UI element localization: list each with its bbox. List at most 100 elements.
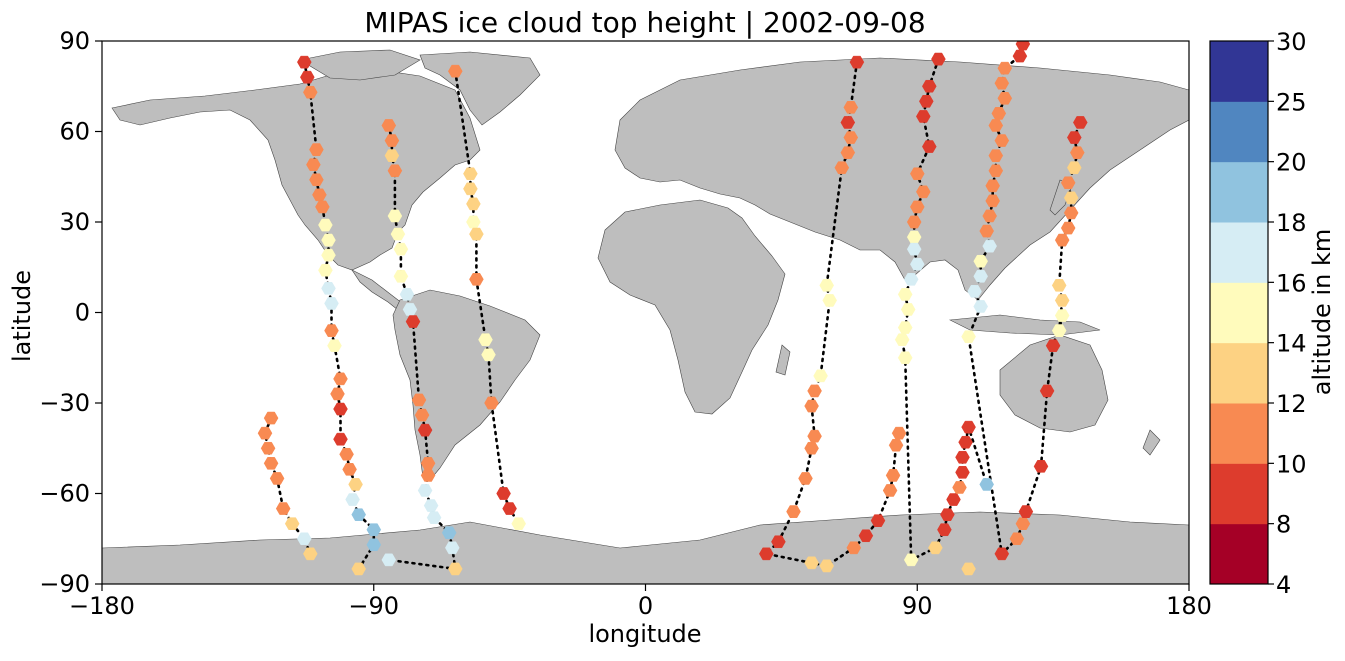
cloud-point	[988, 119, 1004, 132]
cloud-point	[813, 369, 828, 383]
cloud-point	[330, 387, 345, 401]
cloud-point	[982, 239, 997, 253]
cloud-point	[263, 411, 279, 425]
cloud-point	[910, 200, 925, 214]
x-axis: −180 −90 0 90 180	[69, 584, 1212, 620]
cloud-point	[804, 441, 819, 455]
cloud-point	[1063, 206, 1079, 220]
cloud-point	[961, 562, 976, 576]
cloud-point	[988, 149, 1004, 162]
cloud-point	[807, 384, 822, 398]
cloud-point	[985, 179, 1000, 193]
cloud-point	[804, 556, 819, 570]
cloud-point	[297, 532, 312, 546]
cloud-point	[958, 435, 973, 449]
cloud-point	[463, 167, 478, 181]
cloud-point	[916, 110, 931, 123]
cloud-point	[1051, 279, 1067, 292]
colorbar-segment	[1210, 41, 1268, 102]
cloud-point	[997, 61, 1013, 75]
cloud-point	[417, 423, 433, 437]
cloud-point	[339, 447, 354, 461]
cloud-point	[906, 242, 922, 256]
cloud-point	[381, 119, 397, 132]
land-arctic-islands	[299, 49, 421, 81]
cloud-point	[300, 70, 315, 84]
cloud-point	[327, 339, 342, 352]
chart-title: MIPAS ice cloud top height | 2002-09-08	[364, 6, 925, 39]
colorbar-tick-label: 30	[1276, 28, 1307, 56]
cloud-point	[1018, 505, 1034, 518]
cloud-point	[420, 469, 436, 482]
cloud-point	[511, 517, 526, 530]
cloud-point	[849, 55, 865, 69]
x-tick-label: −90	[348, 592, 399, 620]
cloud-point	[922, 79, 937, 93]
cloud-point	[910, 257, 925, 271]
cloud-point	[822, 294, 837, 307]
cloud-point	[321, 233, 336, 247]
cloud-point	[284, 517, 300, 530]
cloud-point	[466, 197, 481, 211]
cloud-point	[903, 273, 919, 286]
cloud-point	[333, 402, 348, 416]
y-axis: −90 −60 −30 0 30 60 90	[39, 27, 102, 598]
cloud-point	[257, 426, 273, 440]
cloud-point	[1060, 176, 1076, 190]
cloud-point	[393, 242, 409, 256]
colorbar-tick-label: 8	[1276, 511, 1291, 539]
land-africa	[597, 199, 786, 415]
cloud-point	[985, 194, 1000, 208]
land-eurasia	[614, 57, 1189, 301]
cloud-point	[994, 134, 1010, 147]
land-new-zealand	[1142, 429, 1161, 456]
cloud-point	[1070, 146, 1085, 159]
colorbar-frame	[1209, 40, 1269, 585]
cloud-point	[321, 248, 336, 262]
y-tick-label: 30	[59, 208, 90, 236]
cloud-point	[333, 432, 348, 446]
cloud-point	[1067, 161, 1082, 175]
cloud-point	[263, 457, 279, 470]
cloud-point	[922, 140, 937, 153]
cloud-point	[309, 143, 324, 156]
cloud-point	[870, 514, 886, 527]
orbit-track-line	[967, 42, 1082, 557]
cloud-point	[260, 441, 276, 455]
cloud-point	[303, 85, 318, 99]
cloud-point	[351, 508, 366, 521]
cloud-point	[399, 288, 415, 301]
colorbar-tick-label: 25	[1276, 88, 1307, 116]
cloud-point	[318, 263, 333, 277]
cloud-point	[469, 227, 484, 241]
cloud-point	[445, 541, 460, 555]
cloud-point	[973, 254, 988, 268]
cloud-point	[994, 547, 1010, 561]
cloud-point	[321, 282, 336, 295]
cloud-point	[387, 164, 403, 178]
cloud-point	[910, 167, 925, 181]
orbit-track-line	[303, 60, 376, 571]
cloud-point	[916, 185, 931, 199]
cloud-point	[1063, 191, 1079, 205]
cloud-point	[928, 541, 943, 555]
cloud-point	[931, 52, 946, 66]
cloud-point	[955, 450, 970, 464]
colorbar-segment	[1210, 222, 1268, 283]
cloud-point	[342, 463, 357, 476]
colorbar-label: altitude in km	[1308, 229, 1336, 396]
y-tick-label: 0	[75, 299, 90, 327]
cloud-point	[894, 333, 910, 346]
cloud-point	[979, 224, 994, 238]
cloud-point	[882, 484, 898, 497]
cloud-point	[269, 472, 285, 485]
cloud-point	[315, 200, 330, 214]
cloud-point	[484, 396, 499, 410]
cloud-point	[840, 146, 856, 159]
cloud-point	[384, 134, 400, 147]
cloud-point	[967, 285, 982, 298]
cloud-point	[366, 538, 382, 552]
cloud-point	[973, 300, 988, 313]
